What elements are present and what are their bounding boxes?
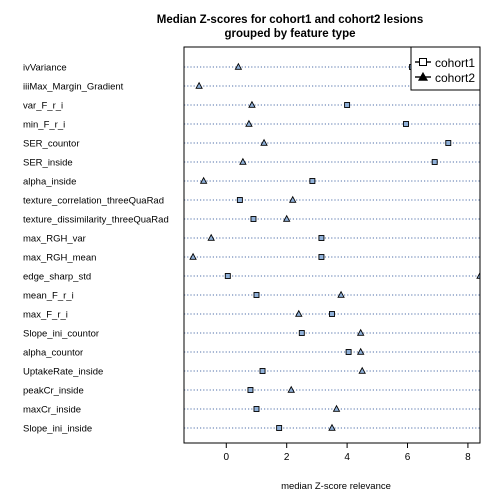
legend-marker-cohort2 xyxy=(417,71,429,81)
point-cohort2 xyxy=(356,347,365,355)
category-label: mean_F_r_i xyxy=(23,291,74,302)
category-label: edge_sharp_std xyxy=(23,272,91,283)
point-cohort1 xyxy=(236,197,243,203)
point-cohort2 xyxy=(358,366,366,374)
point-cohort2 xyxy=(260,138,268,146)
point-cohort1 xyxy=(445,140,452,146)
category-label: max_RGH_mean xyxy=(23,253,96,264)
category-label: ivVariance xyxy=(23,63,67,74)
point-cohort1 xyxy=(318,254,325,260)
legend-label-cohort2: cohort2 xyxy=(435,71,475,85)
y-axis-labels: ivVariance iiiMax_Margin_Gradient var_F_r_… xyxy=(23,63,169,435)
category-label: max_F_r_i xyxy=(23,310,68,321)
point-cohort1 xyxy=(431,159,438,165)
point-cohort2 xyxy=(239,157,247,165)
point-cohort1 xyxy=(276,425,283,431)
point-cohort2 xyxy=(287,385,295,393)
point-cohort1 xyxy=(259,368,266,374)
point-cohort1 xyxy=(247,387,254,393)
x-axis-label: median Z-score relevance xyxy=(281,481,391,492)
category-label: texture_dissimilarity_threeQuaRad xyxy=(23,215,169,226)
legend-marker-cohort1 xyxy=(419,58,427,66)
category-label: texture_correlation_threeQuaRad xyxy=(23,196,164,207)
category-label: SER_countor xyxy=(23,139,80,150)
category-label: max_RGH_var xyxy=(23,234,86,245)
point-cohort2 xyxy=(282,214,291,222)
point-cohort1 xyxy=(253,406,260,412)
point-cohort2 xyxy=(476,271,480,279)
x-tick-label: 4 xyxy=(344,452,350,463)
point-cohort2 xyxy=(328,423,336,431)
point-cohort2 xyxy=(332,404,341,412)
chart-title-line2: grouped by feature type xyxy=(225,28,356,40)
plot-area xyxy=(184,62,480,431)
x-tick-label: 2 xyxy=(284,452,290,463)
markers xyxy=(189,62,480,431)
point-cohort1 xyxy=(253,292,260,298)
category-label: Slope_ini_countor xyxy=(23,329,99,340)
point-cohort1 xyxy=(250,216,257,222)
category-label: UptakeRate_inside xyxy=(23,367,103,378)
plot-frame xyxy=(183,46,481,444)
point-cohort2 xyxy=(245,119,253,127)
point-cohort2 xyxy=(189,252,197,260)
category-label: var_F_r_i xyxy=(23,101,63,112)
point-cohort2 xyxy=(199,176,208,184)
point-cohort1 xyxy=(318,235,325,241)
point-cohort1 xyxy=(309,178,316,184)
chart-title-line1: Median Z-scores for cohort1 and cohort2 … xyxy=(157,14,423,26)
category-label: maxCr_inside xyxy=(23,405,81,416)
category-label: alpha_inside xyxy=(23,177,76,188)
x-axis: 0 2 4 6 8 xyxy=(224,443,471,463)
point-cohort2 xyxy=(356,328,365,336)
category-label: min_F_r_i xyxy=(23,120,65,131)
point-cohort1 xyxy=(344,102,351,108)
x-tick-label: 8 xyxy=(465,452,471,463)
point-cohort1 xyxy=(345,349,352,355)
point-cohort2 xyxy=(288,195,297,203)
point-cohort2 xyxy=(337,290,345,298)
legend-box xyxy=(410,46,481,91)
category-label: SER_inside xyxy=(23,158,73,169)
category-label: peakCr_inside xyxy=(23,386,84,397)
point-cohort1 xyxy=(403,121,409,127)
point-cohort1 xyxy=(298,330,305,336)
x-tick-label: 0 xyxy=(224,452,230,463)
category-label: Slope_ini_inside xyxy=(23,424,92,435)
category-label: iiiMax_Margin_Gradient xyxy=(23,82,124,93)
legend: cohort1 cohort2 xyxy=(410,46,481,91)
legend-label-cohort1: cohort1 xyxy=(435,56,475,70)
point-cohort1 xyxy=(329,311,335,317)
point-cohort2 xyxy=(234,62,243,70)
point-cohort2 xyxy=(295,309,303,317)
x-tick-label: 6 xyxy=(405,452,411,463)
point-cohort2 xyxy=(207,233,215,241)
point-cohort2 xyxy=(248,100,256,108)
point-cohort1 xyxy=(224,273,231,279)
category-label: alpha_countor xyxy=(23,348,83,359)
point-cohort2 xyxy=(195,81,203,89)
